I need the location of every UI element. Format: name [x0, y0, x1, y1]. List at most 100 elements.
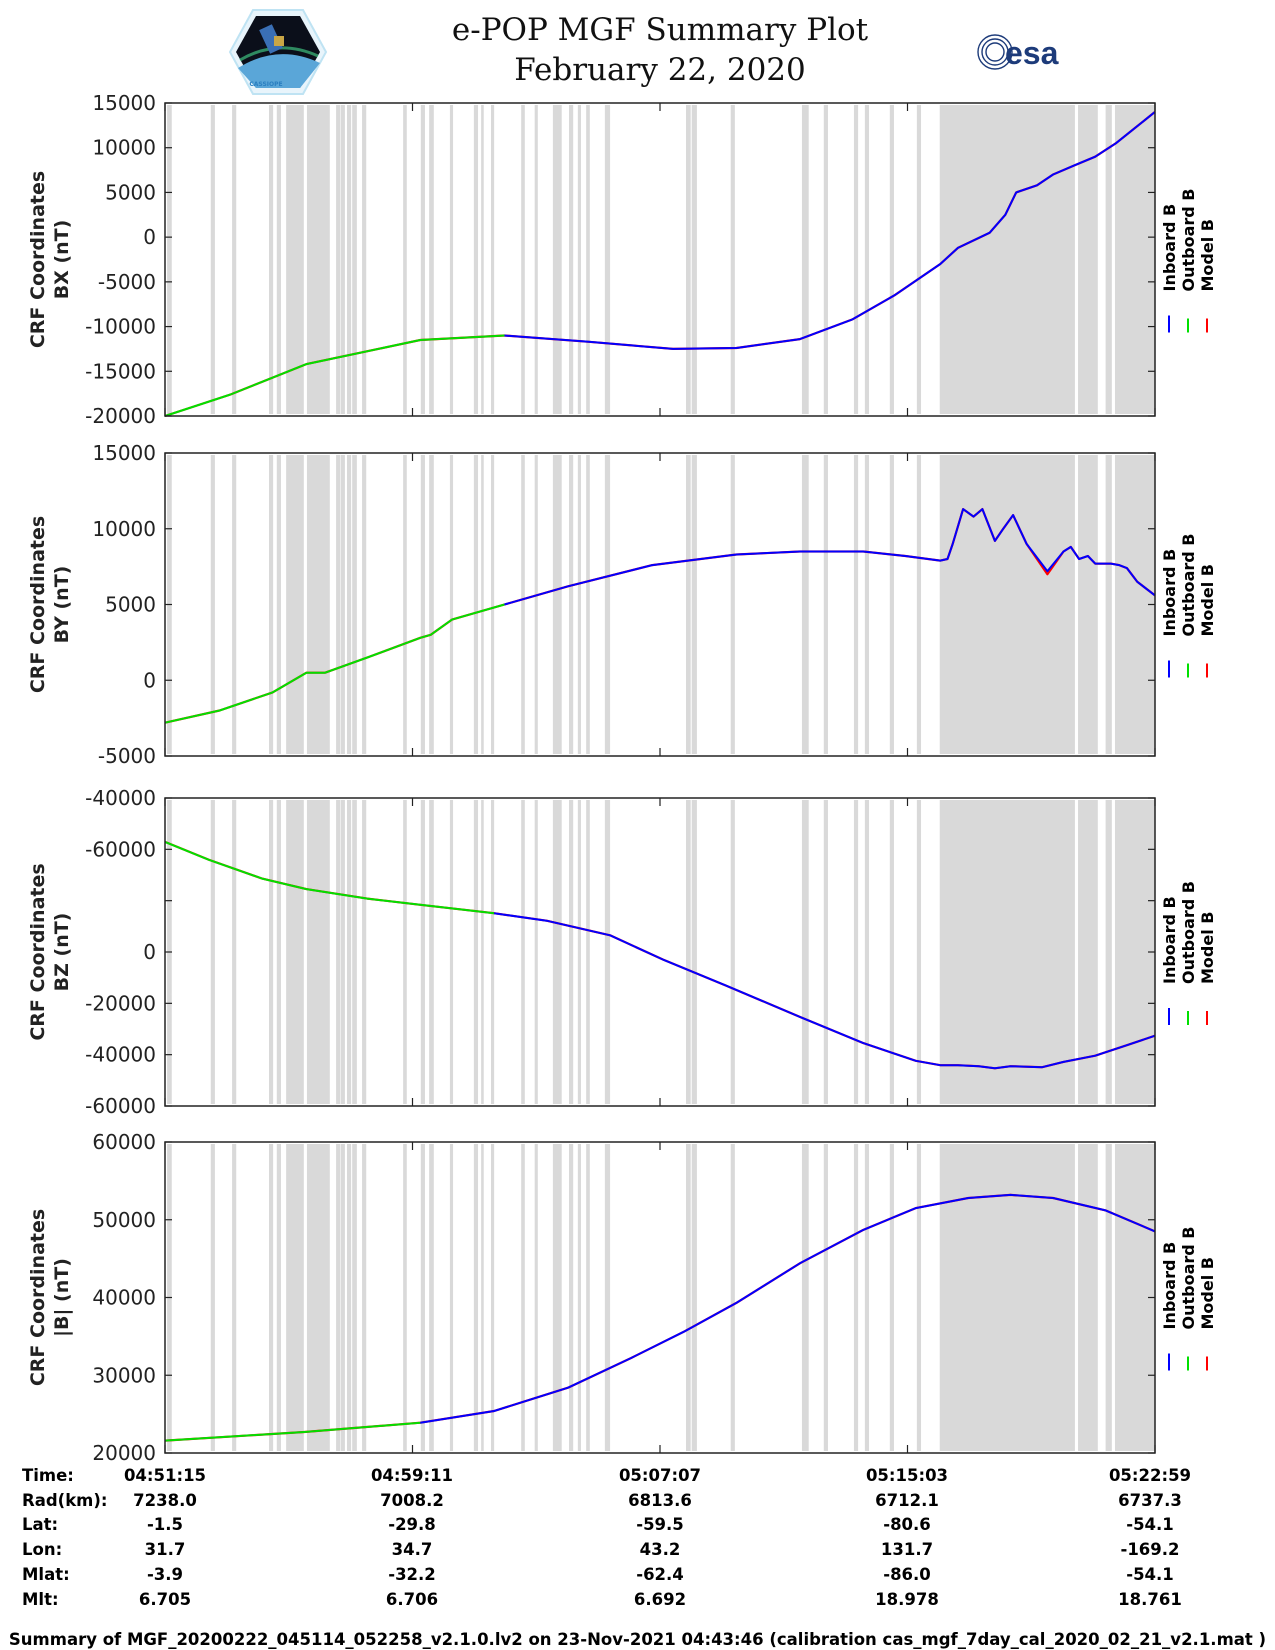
shaded-interval: [730, 800, 735, 1104]
shaded-interval: [864, 455, 870, 754]
y-tick-label: 10000: [92, 136, 156, 160]
shaded-interval: [604, 800, 611, 1104]
shaded-interval: [577, 800, 581, 1104]
shaded-interval: [420, 455, 425, 754]
shaded-interval: [1078, 1144, 1098, 1451]
shaded-interval: [823, 1144, 828, 1451]
shaded-interval: [823, 800, 828, 1104]
panel-1: 15000 10000 5000 0 -5000 CRF Coordinates BY (n…: [27, 441, 1217, 768]
y-axis-unit-label: BZ (nT): [51, 913, 73, 992]
shaded-interval: [352, 1144, 357, 1451]
info-value: 6712.1: [875, 1491, 939, 1510]
shaded-interval: [577, 1144, 581, 1451]
shaded-interval: [481, 800, 484, 1104]
y-tick-label: 5000: [105, 593, 156, 617]
shaded-interval: [853, 455, 859, 754]
shaded-interval: [534, 105, 538, 414]
shaded-interval: [939, 800, 1075, 1104]
shaded-interval: [481, 105, 484, 414]
info-value: 6813.6: [628, 1491, 692, 1510]
info-value: -54.1: [1126, 1515, 1174, 1534]
shaded-interval: [491, 800, 495, 1104]
y-tick-label: -40000: [85, 1043, 156, 1067]
shaded-interval: [362, 1144, 367, 1451]
info-value: 05:15:03: [865, 1466, 949, 1485]
shaded-interval: [473, 105, 479, 414]
shaded-interval: [534, 455, 538, 754]
y-axis-unit-label: BX (nT): [51, 220, 73, 300]
shaded-interval: [939, 455, 1075, 754]
esa-logo: esa: [977, 34, 1059, 71]
plot-date: February 22, 2020: [514, 52, 806, 88]
panel-3: 60000 50000 40000 30000 20000 CRF Coordinates…: [27, 1130, 1217, 1465]
shaded-interval: [286, 455, 304, 754]
shaded-interval: [1114, 105, 1155, 414]
shaded-interval: [685, 800, 691, 1104]
shaded-interval: [604, 105, 611, 414]
inboard-b-line: [504, 111, 1156, 350]
shaded-interval: [1105, 455, 1112, 754]
shaded-interval: [336, 1144, 341, 1451]
shaded-interval: [1078, 455, 1098, 754]
y-tick-label: -20000: [85, 404, 156, 428]
cassiope-mission-logo: CASSIOPE: [228, 9, 328, 95]
y-tick-label: 50000: [92, 1208, 156, 1232]
legend-label: Inboard B: [1160, 549, 1179, 637]
shaded-interval: [340, 1144, 345, 1451]
info-value: 6.692: [633, 1590, 687, 1609]
y-tick-label: 5000: [105, 180, 156, 204]
legend-label: Inboard B: [1160, 1242, 1179, 1330]
shaded-interval: [352, 800, 357, 1104]
shaded-interval: [481, 455, 484, 754]
shaded-interval: [889, 455, 894, 754]
inboard-b-line: [420, 1193, 1156, 1424]
shaded-interval: [449, 800, 454, 1104]
info-value: 7238.0: [133, 1491, 197, 1510]
shaded-interval: [491, 105, 495, 414]
legend-label: Outboard B: [1179, 1227, 1198, 1330]
shaded-interval: [552, 800, 562, 1104]
info-row-label: Lat:: [22, 1515, 59, 1534]
shaded-interval: [306, 105, 330, 414]
shaded-interval: [210, 105, 215, 414]
shaded-interval: [429, 1144, 434, 1451]
info-value: 05:22:59: [1108, 1466, 1192, 1485]
legend-label: Model B: [1198, 1257, 1217, 1329]
shaded-interval: [420, 105, 425, 414]
shaded-interval: [346, 455, 352, 754]
shaded-interval: [340, 455, 345, 754]
shaded-interval: [286, 105, 304, 414]
shaded-interval: [491, 1144, 495, 1451]
shaded-interval: [276, 800, 281, 1104]
shaded-interval: [823, 455, 828, 754]
info-value: 6.706: [385, 1590, 439, 1609]
y-tick-label: 0: [143, 668, 156, 692]
shaded-interval: [268, 1144, 274, 1451]
shaded-interval: [569, 455, 574, 754]
shaded-interval: [420, 1144, 425, 1451]
info-value: -80.6: [883, 1515, 931, 1534]
shaded-interval: [521, 1144, 525, 1451]
shaded-interval: [685, 1144, 691, 1451]
y-tick-label: -40000: [85, 786, 156, 810]
file-summary-footer: Summary of MGF_20200222_045114_052258_v2…: [8, 1630, 1267, 1649]
shaded-interval: [491, 455, 495, 754]
y-tick-label: 0: [143, 225, 156, 249]
shaded-interval: [346, 1144, 352, 1451]
info-value: 18.978: [875, 1590, 939, 1609]
shaded-interval: [939, 1144, 1075, 1451]
info-value: -169.2: [1120, 1540, 1180, 1559]
shaded-interval: [286, 1144, 304, 1451]
y-axis-label: CRF Coordinates: [27, 863, 49, 1040]
cassiope-logo-text: CASSIOPE: [249, 81, 282, 88]
shaded-interval: [276, 1144, 281, 1451]
y-tick-label: -5000: [98, 270, 156, 294]
info-row-label: Mlat:: [22, 1565, 70, 1584]
shaded-interval: [569, 1144, 574, 1451]
shaded-interval: [853, 800, 859, 1104]
info-value: 04:51:15: [123, 1466, 207, 1485]
info-value: 18.761: [1118, 1590, 1182, 1609]
legend-label: Inboard B: [1160, 204, 1179, 292]
outboard-b-line: [164, 1421, 421, 1442]
panel-2: -40000 -60000 0 -20000 -40000 -60000 CRF Coord…: [27, 786, 1217, 1118]
